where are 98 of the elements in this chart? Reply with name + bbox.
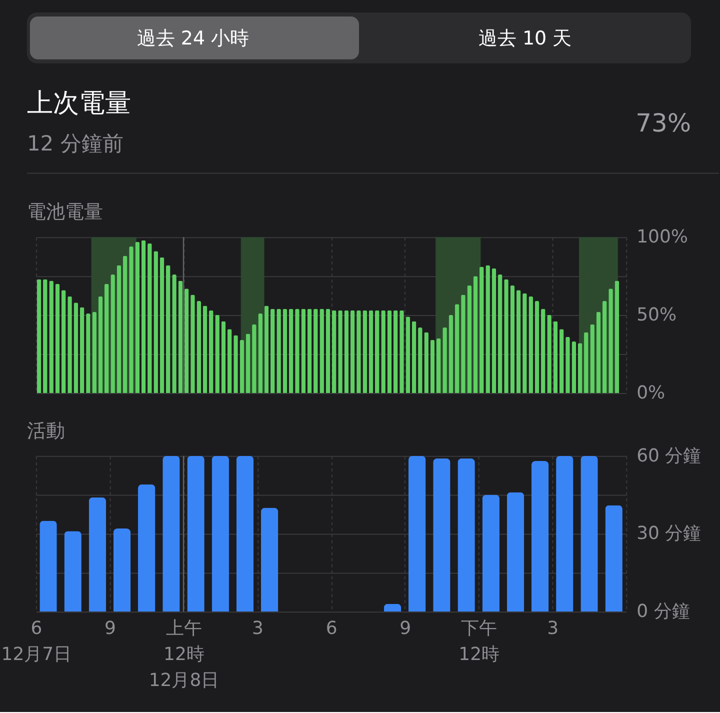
bar bbox=[534, 301, 540, 393]
bar bbox=[307, 308, 312, 393]
bar bbox=[184, 288, 189, 393]
bar bbox=[122, 256, 128, 393]
bar bbox=[282, 308, 288, 393]
bar bbox=[92, 312, 97, 393]
x-tick-label: 下午 12時 bbox=[458, 618, 500, 666]
x-tick-label: 3 bbox=[252, 618, 264, 640]
text: 上次電量 bbox=[26, 88, 131, 118]
bar bbox=[178, 280, 183, 393]
bar bbox=[559, 329, 564, 393]
y-tick-label: 0% bbox=[636, 382, 666, 404]
bar bbox=[516, 290, 521, 393]
bar bbox=[406, 316, 410, 393]
bar bbox=[580, 456, 598, 612]
bar bbox=[362, 310, 368, 393]
bar bbox=[482, 494, 500, 612]
bar bbox=[436, 338, 441, 393]
bar bbox=[196, 301, 202, 393]
bar bbox=[332, 310, 336, 393]
y-tick-label: 0 分鐘 bbox=[636, 601, 690, 622]
bar bbox=[74, 302, 78, 393]
y-tick-label: 30 分鐘 bbox=[636, 523, 702, 544]
bar bbox=[510, 285, 515, 393]
bar bbox=[614, 280, 620, 393]
bar bbox=[55, 284, 60, 393]
bar bbox=[596, 312, 601, 393]
y-tick-label: 100% bbox=[636, 226, 688, 248]
bar bbox=[240, 340, 244, 393]
text: 73% bbox=[636, 108, 692, 138]
bar bbox=[270, 308, 275, 393]
bar bbox=[98, 296, 103, 393]
bar bbox=[430, 340, 435, 393]
bar bbox=[162, 456, 180, 612]
bar bbox=[212, 456, 229, 612]
bar bbox=[141, 240, 146, 393]
bar bbox=[260, 508, 278, 612]
bar bbox=[433, 458, 450, 612]
x-tick-label: 9 bbox=[104, 618, 116, 640]
bar bbox=[458, 458, 475, 612]
bar bbox=[236, 456, 254, 612]
chart-title: 活動 bbox=[26, 420, 65, 442]
bar bbox=[578, 343, 582, 393]
bar bbox=[88, 497, 106, 612]
bar bbox=[246, 334, 250, 393]
bar bbox=[556, 456, 574, 612]
bar bbox=[227, 329, 232, 393]
bar bbox=[104, 284, 109, 393]
bar bbox=[350, 310, 355, 393]
y-tick-label: 50% bbox=[636, 304, 677, 326]
bar bbox=[393, 310, 398, 393]
x-tick-label: 上午 12時 12月8日 bbox=[148, 618, 220, 692]
bar bbox=[473, 276, 478, 393]
y-tick-label: 60 分鐘 bbox=[636, 445, 702, 466]
chart-title: 電池電量 bbox=[26, 201, 103, 224]
bar bbox=[138, 484, 156, 612]
x-tick-label: 6 bbox=[326, 618, 338, 640]
bar bbox=[64, 531, 82, 612]
bar bbox=[264, 306, 269, 393]
bar bbox=[113, 528, 131, 612]
text: 過去 10 天 bbox=[478, 27, 572, 50]
bar bbox=[506, 492, 524, 612]
bar bbox=[553, 321, 558, 393]
bar bbox=[160, 257, 164, 393]
bar bbox=[374, 310, 380, 393]
text: 過去 24 小時 bbox=[136, 27, 250, 50]
bar bbox=[605, 505, 622, 612]
bar bbox=[602, 301, 607, 393]
bar bbox=[202, 306, 208, 393]
bar bbox=[187, 456, 204, 612]
x-tick-label: 6 12月7日 bbox=[1, 618, 72, 666]
bar bbox=[368, 310, 374, 393]
text: 12 分鐘前 bbox=[26, 131, 124, 156]
bar bbox=[221, 321, 226, 393]
x-tick-label: 3 bbox=[547, 618, 559, 640]
bar bbox=[301, 308, 306, 393]
bar bbox=[116, 265, 122, 393]
bar bbox=[80, 307, 84, 393]
bar bbox=[498, 274, 502, 393]
bar bbox=[288, 308, 294, 393]
bar bbox=[448, 315, 454, 393]
bar bbox=[467, 285, 472, 393]
bar bbox=[572, 342, 576, 393]
bar bbox=[408, 456, 426, 612]
bar bbox=[326, 308, 330, 393]
bar bbox=[166, 265, 170, 393]
bar bbox=[135, 242, 140, 393]
bar bbox=[540, 308, 546, 393]
bar bbox=[412, 321, 416, 393]
bar bbox=[492, 268, 496, 393]
bar bbox=[40, 520, 57, 612]
bar bbox=[454, 304, 460, 393]
bar bbox=[36, 279, 42, 393]
bar bbox=[387, 310, 392, 393]
bar bbox=[61, 290, 66, 393]
bar bbox=[344, 310, 349, 393]
x-tick-label: 9 bbox=[400, 618, 412, 640]
bar bbox=[531, 461, 549, 612]
